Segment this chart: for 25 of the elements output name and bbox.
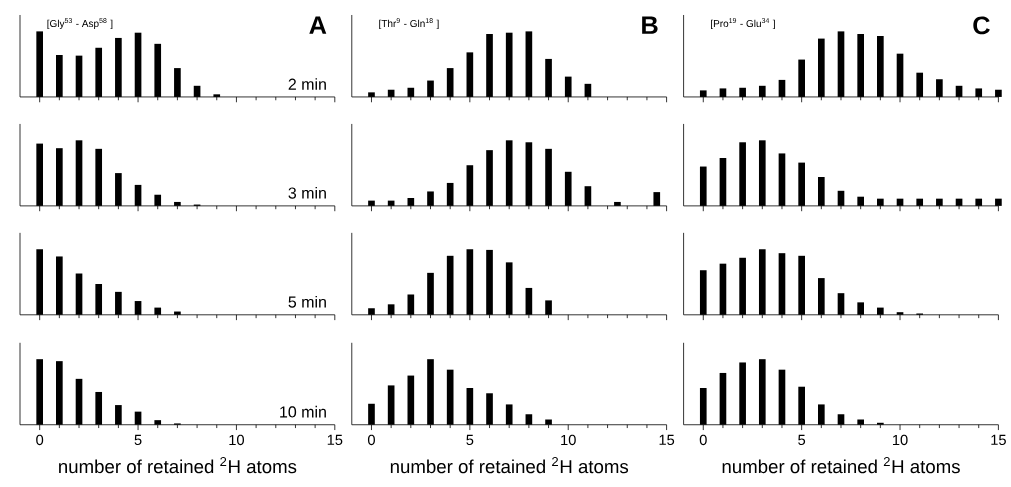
- x-tick-label: 10: [561, 434, 576, 446]
- annotation: 3 min: [288, 187, 326, 199]
- annotation: 10 min: [280, 405, 326, 418]
- annotation: B: [642, 16, 658, 34]
- x-axis-title: number of retained $^{2}$H atoms: [722, 457, 960, 474]
- x-axis-title: number of retained $^{2}$H atoms: [59, 457, 297, 474]
- x-tick-label: 5: [466, 434, 474, 446]
- x-axis-title: number of retained $^{2}$H atoms: [390, 457, 629, 474]
- x-tick-label: 0: [699, 434, 707, 446]
- annotation: C: [973, 16, 990, 35]
- x-tick-label: 10: [229, 434, 244, 446]
- text: [Gly$^{53}$ - Asp$^{58}$ ]: [47, 18, 113, 30]
- x-tick-label: 0: [36, 434, 44, 446]
- annotation: 2 min: [288, 78, 326, 90]
- x-tick-label: 10: [892, 434, 908, 446]
- x-tick-label: 15: [991, 434, 1006, 446]
- x-tick-label: 0: [367, 434, 375, 446]
- x-tick-label: 5: [134, 434, 142, 446]
- annotation: A: [309, 16, 327, 34]
- x-tick-label: 15: [659, 434, 675, 446]
- text: [Pro$^{19}$ - Glu$^{34}$ ]: [711, 18, 775, 30]
- x-tick-label: 15: [327, 434, 343, 446]
- x-tick-label: 5: [798, 434, 806, 446]
- annotation: 5 min: [288, 296, 326, 308]
- text: [Thr$^{9}$ - Gln$^{18}$ ]: [379, 18, 439, 30]
